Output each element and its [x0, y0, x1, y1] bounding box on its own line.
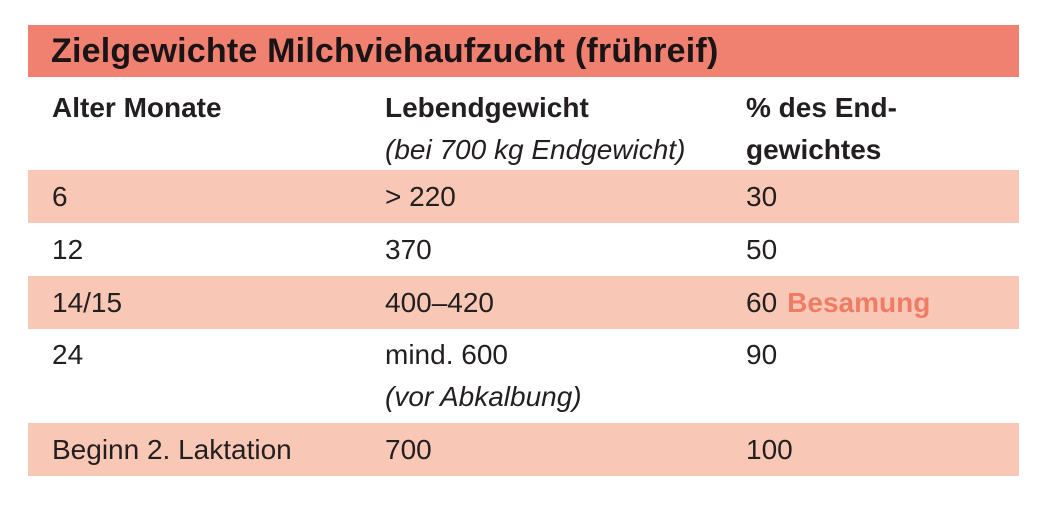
target-weights-table: Zielgewichte Milchviehaufzucht (frühreif…: [28, 25, 1019, 476]
table-row: 12 370 50: [28, 223, 1019, 276]
cell-percent: 30: [746, 180, 778, 212]
cell-percent-with-note: 60 Besamung: [746, 282, 1019, 324]
header-percent-line2: gewichtes: [746, 134, 882, 165]
cell-percent: 60: [746, 286, 778, 318]
header-age: Alter Monate: [52, 92, 222, 123]
cell-percent: 100: [746, 433, 793, 465]
cell-weight: 400–420: [385, 286, 495, 318]
cell-weight: > 220: [385, 180, 456, 212]
cell-percent: 90: [746, 339, 778, 370]
table-title: Zielgewichte Milchviehaufzucht (frühreif…: [51, 31, 719, 70]
cell-age: Beginn 2. Laktation: [52, 433, 292, 465]
cell-weight: mind. 600: [385, 339, 508, 370]
header-percent-line1: % des End-: [746, 92, 897, 123]
cell-age: 14/15: [52, 286, 123, 318]
cell-percent: 50: [746, 233, 778, 265]
table-title-bar: Zielgewichte Milchviehaufzucht (frühreif…: [28, 25, 1019, 77]
table-header-row: Alter Monate Lebendgewicht (bei 700 kg E…: [28, 77, 1019, 170]
table-row: 24 mind. 600 (vor Abkalbung) 90: [28, 329, 1019, 423]
cell-weight-with-note: mind. 600 (vor Abkalbung): [385, 334, 746, 418]
header-percent: % des End- gewichtes: [746, 87, 1019, 170]
cell-age: 24: [52, 339, 84, 370]
table-row: 14/15 400–420 60 Besamung: [28, 276, 1019, 329]
cell-age: 6: [52, 180, 68, 212]
cell-weight-note: (vor Abkalbung): [385, 381, 582, 412]
header-weight-subtitle: (bei 700 kg Endgewicht): [385, 134, 686, 165]
cell-weight: 700: [385, 433, 432, 465]
header-weight-label: Lebendgewicht: [385, 92, 589, 123]
header-weight: Lebendgewicht (bei 700 kg Endgewicht): [385, 87, 746, 170]
table-row: 6 > 220 30: [28, 170, 1019, 223]
insemination-note: Besamung: [787, 286, 931, 318]
table-row: Beginn 2. Laktation 700 100: [28, 423, 1019, 476]
cell-weight: 370: [385, 233, 432, 265]
cell-age: 12: [52, 233, 84, 265]
